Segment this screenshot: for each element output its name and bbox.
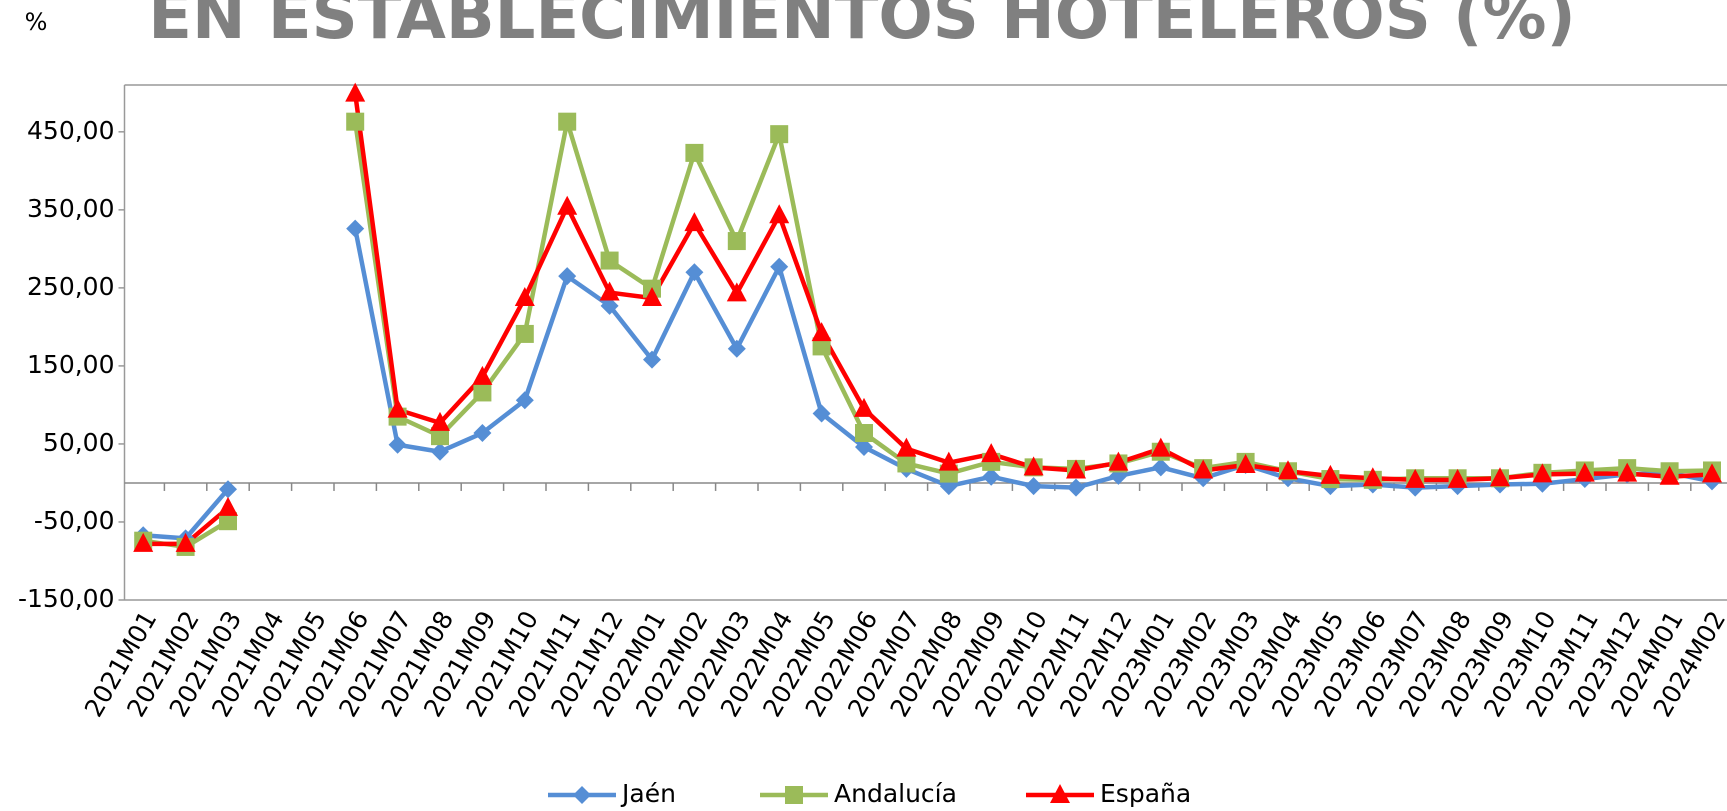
marker-diamond bbox=[982, 467, 1001, 486]
marker-triangle bbox=[472, 365, 493, 385]
marker-diamond bbox=[558, 267, 577, 286]
legend-item: Jaén bbox=[548, 779, 676, 808]
marker-square bbox=[770, 125, 789, 144]
marker-square bbox=[219, 512, 237, 531]
marker-diamond bbox=[643, 350, 661, 369]
marker-triangle bbox=[1362, 467, 1383, 487]
marker-diamond bbox=[855, 438, 873, 457]
marker-triangle bbox=[1320, 464, 1341, 484]
marker-triangle bbox=[981, 443, 1002, 463]
legend-marker bbox=[573, 786, 591, 804]
marker-square bbox=[431, 427, 449, 446]
y-tick-label: 350,00 bbox=[27, 194, 114, 223]
marker-triangle bbox=[854, 397, 874, 417]
marker-triangle bbox=[1617, 462, 1638, 482]
marker-triangle bbox=[1066, 459, 1086, 479]
marker-diamond bbox=[685, 263, 704, 282]
y-tick-label: -150,00 bbox=[18, 584, 115, 613]
marker-triangle bbox=[557, 195, 578, 215]
y-tick-label: 150,00 bbox=[27, 350, 114, 379]
marker-diamond bbox=[1024, 477, 1043, 496]
marker-diamond bbox=[431, 442, 449, 461]
marker-diamond bbox=[600, 296, 619, 315]
marker-square bbox=[727, 232, 746, 251]
legend-item: España bbox=[1026, 779, 1191, 808]
marker-diamond bbox=[219, 480, 237, 499]
y-tick-label: 450,00 bbox=[27, 116, 114, 145]
marker-square bbox=[515, 324, 534, 343]
marker-square bbox=[346, 112, 365, 131]
marker-triangle bbox=[811, 322, 832, 342]
marker-diamond bbox=[473, 424, 492, 443]
marker-square bbox=[855, 424, 873, 443]
marker-diamond bbox=[770, 257, 789, 276]
marker-triangle bbox=[1702, 463, 1722, 483]
legend-marker bbox=[1050, 784, 1070, 803]
marker-square bbox=[473, 383, 492, 402]
marker-triangle bbox=[1405, 468, 1426, 488]
marker-triangle bbox=[896, 437, 917, 457]
marker-triangle bbox=[133, 532, 154, 552]
marker-triangle bbox=[1574, 462, 1595, 482]
marker-diamond bbox=[388, 435, 407, 454]
marker-triangle bbox=[1659, 465, 1680, 485]
marker-triangle bbox=[642, 287, 662, 307]
marker-triangle bbox=[1193, 459, 1214, 479]
marker-triangle bbox=[769, 204, 790, 224]
marker-triangle bbox=[1023, 456, 1044, 476]
marker-triangle bbox=[1235, 454, 1256, 474]
marker-triangle bbox=[387, 398, 408, 418]
y-tick-label: 250,00 bbox=[27, 272, 114, 301]
marker-diamond bbox=[346, 219, 365, 238]
marker-diamond bbox=[1067, 478, 1085, 497]
marker-triangle bbox=[938, 451, 959, 471]
marker-triangle bbox=[1447, 468, 1468, 488]
marker-diamond bbox=[1151, 458, 1170, 477]
marker-diamond bbox=[812, 404, 831, 423]
marker-triangle bbox=[1150, 437, 1171, 457]
legend-label: Andalucía bbox=[834, 779, 957, 808]
legend-label: Jaén bbox=[620, 779, 676, 808]
marker-triangle bbox=[175, 532, 196, 552]
y-tick-label: 50,00 bbox=[43, 428, 115, 457]
marker-square bbox=[685, 143, 704, 162]
legend-item: Andalucía bbox=[760, 779, 957, 808]
legend-marker bbox=[785, 786, 803, 804]
marker-diamond bbox=[727, 339, 746, 358]
marker-square bbox=[897, 454, 916, 473]
marker-triangle bbox=[345, 82, 366, 102]
marker-triangle bbox=[726, 282, 747, 302]
marker-triangle bbox=[1278, 460, 1298, 480]
marker-triangle bbox=[514, 287, 535, 307]
marker-triangle bbox=[1532, 463, 1553, 483]
marker-square bbox=[600, 251, 619, 270]
marker-square bbox=[812, 337, 831, 356]
marker-triangle bbox=[684, 212, 705, 232]
y-axis-label: % bbox=[25, 8, 48, 36]
marker-diamond bbox=[515, 391, 534, 410]
marker-triangle bbox=[430, 411, 450, 431]
marker-triangle bbox=[1490, 467, 1510, 487]
marker-triangle bbox=[599, 281, 620, 301]
y-tick-label: -50,00 bbox=[34, 506, 115, 535]
chart-title: EN ESTABLECIMIENTOS HOTELEROS (%) bbox=[148, 0, 1575, 54]
marker-square bbox=[558, 112, 577, 131]
marker-triangle bbox=[1108, 451, 1129, 471]
legend-label: España bbox=[1100, 779, 1191, 808]
marker-triangle bbox=[218, 496, 238, 516]
